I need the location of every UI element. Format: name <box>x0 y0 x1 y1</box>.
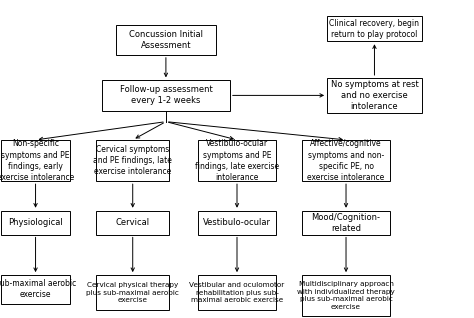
Text: Affective/cognitive
symptoms and non-
specific PE, no
exercise intolerance: Affective/cognitive symptoms and non- sp… <box>308 139 384 182</box>
Bar <box>96 140 170 181</box>
Text: Non-specific
symptoms and PE
findings, early
exercise intolerance: Non-specific symptoms and PE findings, e… <box>0 139 74 182</box>
Text: Physiological: Physiological <box>8 218 63 227</box>
Bar <box>102 80 230 111</box>
Bar <box>96 275 170 310</box>
Text: Vestibulo-ocular: Vestibulo-ocular <box>203 218 271 227</box>
Bar <box>1 211 70 234</box>
Text: Concussion Initial
Assessment: Concussion Initial Assessment <box>129 30 203 50</box>
Text: No symptoms at rest
and no exercise
intolerance: No symptoms at rest and no exercise into… <box>330 80 419 111</box>
Bar <box>198 140 276 181</box>
Text: Vestibulo-ocular
symptoms and PE
findings, late exercise
intolerance: Vestibulo-ocular symptoms and PE finding… <box>195 139 279 182</box>
Bar <box>96 211 170 234</box>
Text: Cervical: Cervical <box>116 218 150 227</box>
Bar <box>1 140 70 181</box>
Text: Follow-up assessment
every 1-2 weeks: Follow-up assessment every 1-2 weeks <box>119 85 212 106</box>
Text: Multidisciplinary approach
with individualized therapy
plus sub-maximal aerobic
: Multidisciplinary approach with individu… <box>297 281 395 310</box>
Text: Clinical recovery, begin
return to play protocol: Clinical recovery, begin return to play … <box>329 18 419 39</box>
Text: Cervical physical therapy
plus sub-maximal aerobic
exercise: Cervical physical therapy plus sub-maxim… <box>86 282 179 303</box>
Bar <box>327 78 422 113</box>
Bar <box>327 16 422 41</box>
Bar <box>302 140 390 181</box>
Bar <box>1 275 70 304</box>
Bar <box>198 275 276 310</box>
Bar <box>302 275 390 316</box>
Bar <box>198 211 276 234</box>
Bar <box>116 25 216 55</box>
Text: Sub-maximal aerobic
exercise: Sub-maximal aerobic exercise <box>0 279 76 300</box>
Text: Vestibular and oculomotor
rehabilitation plus sub-
maximal aerobic exercise: Vestibular and oculomotor rehabilitation… <box>190 282 284 303</box>
Text: Mood/Cognition-
related: Mood/Cognition- related <box>311 212 381 233</box>
Bar <box>302 211 390 234</box>
Text: Cervical symptoms
and PE findings, late
exercise intolerance: Cervical symptoms and PE findings, late … <box>93 145 172 176</box>
